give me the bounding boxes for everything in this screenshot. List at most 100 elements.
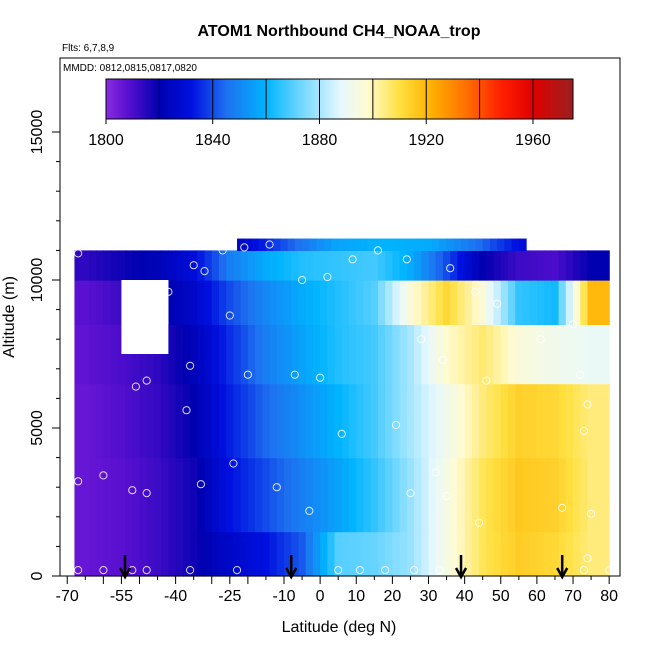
heatmap-cell	[153, 324, 162, 385]
heatmap-cell	[457, 531, 466, 577]
heatmap-cell	[349, 457, 357, 533]
heatmap-cell	[284, 280, 292, 325]
heatmap-cell	[428, 457, 437, 533]
sample-point	[446, 264, 455, 273]
heatmap-cell	[218, 531, 227, 577]
heatmap-cell	[450, 457, 459, 533]
heatmap-cell	[536, 324, 545, 385]
heatmap-cell	[385, 531, 393, 577]
heatmap-cell	[226, 250, 235, 281]
heatmap-cell	[334, 531, 343, 577]
heatmap-cell	[284, 383, 292, 459]
heatmap-cell	[175, 324, 184, 385]
heatmap-top-cell	[468, 238, 477, 251]
heatmap-cell	[153, 531, 162, 577]
heatmap-cell	[515, 280, 524, 325]
x-tick-label: -25	[218, 588, 241, 605]
heatmap-top-cell	[287, 238, 296, 251]
heatmap-cell	[414, 531, 422, 577]
heatmap-cell	[493, 531, 502, 577]
x-tick-label: 10	[347, 588, 365, 605]
heatmap-top-cell	[273, 238, 281, 251]
heatmap-cell	[536, 457, 545, 533]
heatmap-cell	[197, 324, 206, 385]
heatmap-cell	[594, 280, 603, 325]
sample-point	[337, 429, 346, 438]
sample-point	[406, 489, 415, 498]
heatmap-cell	[406, 383, 415, 459]
profile-arrow	[454, 555, 468, 580]
heatmap-cell	[81, 280, 90, 325]
heatmap-cell	[298, 383, 307, 459]
heatmap-cell	[233, 280, 242, 325]
heatmap-cell	[298, 457, 307, 533]
heatmap-cell	[240, 324, 249, 385]
heatmap-cell	[110, 324, 119, 385]
heatmap-top-cell	[403, 238, 412, 251]
heatmap-cell	[226, 280, 235, 325]
heatmap-cell	[479, 280, 487, 325]
x-tick-label: -10	[272, 588, 295, 605]
heatmap-cell	[320, 324, 328, 385]
heatmap-top-cell	[396, 238, 404, 251]
heatmap-cell	[356, 280, 365, 325]
heatmap-cell	[479, 457, 487, 533]
heatmap-cell	[522, 324, 531, 385]
heatmap-cell	[132, 383, 141, 459]
heatmap-cell	[349, 250, 357, 281]
heatmap-cell	[81, 531, 90, 577]
sample-point	[493, 299, 502, 308]
sample-point	[381, 566, 390, 575]
sample-point	[348, 255, 357, 264]
sample-point	[435, 566, 444, 575]
heatmap-cell	[269, 250, 278, 281]
heatmap-cell	[117, 383, 126, 459]
heatmap-cell	[601, 324, 610, 385]
heatmap-top-cell	[265, 238, 274, 251]
heatmap-cell	[363, 457, 372, 533]
y-tick-label: 5000	[29, 410, 46, 446]
sample-point	[536, 335, 545, 344]
profile-arrow	[118, 555, 132, 580]
heatmap-cell	[81, 383, 90, 459]
heatmap-cell	[334, 383, 343, 459]
heatmap-cell	[269, 531, 278, 577]
heatmap-cell	[110, 531, 119, 577]
x-tick-label: 30	[420, 588, 438, 605]
heatmap-cell	[197, 280, 206, 325]
heatmap-cell	[370, 457, 379, 533]
profile-arrow	[556, 555, 569, 580]
heatmap-cell	[88, 383, 97, 459]
heatmap-cell	[442, 531, 451, 577]
heatmap-cell	[146, 324, 155, 385]
heatmap-cell	[580, 383, 589, 459]
heatmap-cell	[218, 324, 227, 385]
heatmap-cell	[182, 457, 191, 533]
heatmap-cell	[529, 280, 538, 325]
heatmap-cell	[493, 250, 502, 281]
heatmap-top-cell	[381, 238, 390, 251]
heatmap-cell	[471, 383, 480, 459]
heatmap-cell	[262, 457, 271, 533]
sample-point	[334, 566, 343, 575]
heatmap-cell	[276, 250, 285, 281]
heatmap-cell	[334, 250, 343, 281]
heatmap-top-cell	[374, 238, 383, 251]
heatmap-cell	[536, 383, 545, 459]
heatmap-cell	[392, 280, 401, 325]
heatmap-cell	[565, 324, 574, 385]
heatmap-cell	[565, 531, 574, 577]
heatmap-top-cell	[518, 238, 527, 251]
sample-point	[579, 566, 589, 575]
sample-point	[200, 267, 209, 276]
x-tick-label: 50	[492, 588, 510, 605]
heatmap-cell	[298, 280, 307, 325]
heatmap-cell	[139, 324, 148, 385]
heatmap-cell	[493, 324, 502, 385]
heatmap-cell	[204, 280, 213, 325]
heatmap-top-cell	[244, 238, 253, 251]
heatmap-cell	[399, 383, 408, 459]
heatmap-cell	[312, 280, 321, 325]
heatmap-cell	[247, 457, 256, 533]
heatmap-cell	[580, 324, 589, 385]
